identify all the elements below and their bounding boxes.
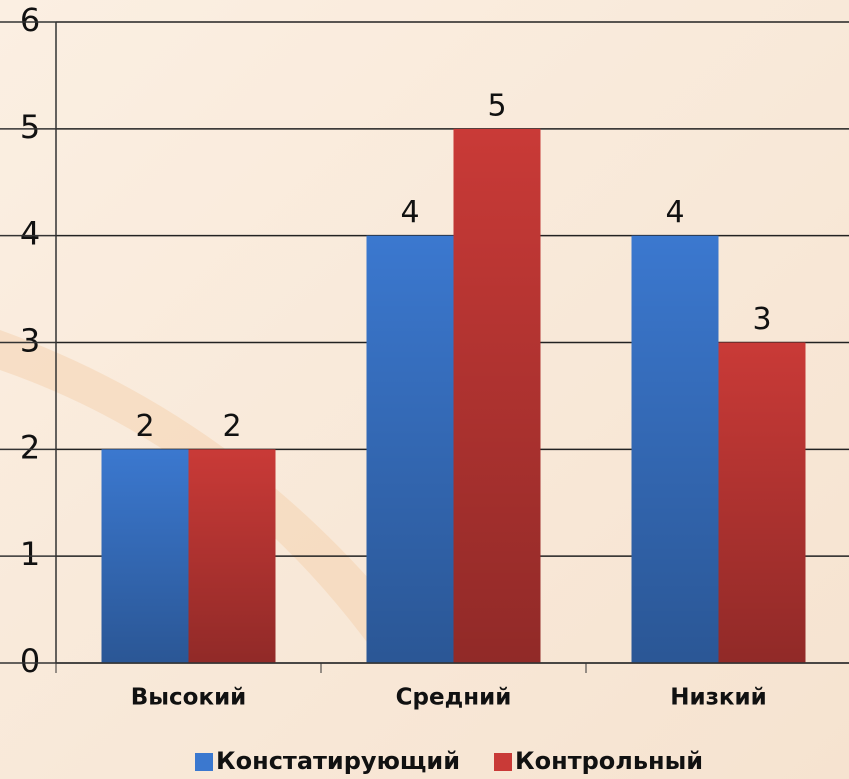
legend-label: Констатирующий: [216, 747, 460, 775]
bar-shade: [718, 342, 806, 663]
bar-shade: [101, 449, 189, 663]
y-tick-label: 0: [20, 642, 40, 680]
y-tick-label: 5: [20, 108, 40, 146]
data-label: 5: [487, 88, 506, 123]
bar-shade: [453, 128, 541, 664]
data-label: 2: [135, 409, 154, 444]
decoration: [0, 330, 420, 660]
x-tick-label: Высокий: [131, 685, 247, 711]
y-tick-label: 3: [20, 322, 40, 360]
data-label: 4: [665, 195, 684, 230]
data-label: 2: [222, 409, 241, 444]
y-tick-label: 1: [20, 535, 40, 573]
x-tick-label: Средний: [396, 685, 512, 711]
y-tick-label: 4: [20, 215, 40, 253]
data-label: 4: [400, 195, 419, 230]
data-label: 3: [752, 302, 771, 337]
bar-shade: [366, 235, 454, 663]
y-tick-label: 6: [20, 1, 40, 39]
bar-shade: [631, 235, 719, 663]
bar-shade: [188, 449, 276, 663]
legend-swatch: [195, 753, 213, 771]
legend-swatch: [494, 753, 512, 771]
x-tick-label: Низкий: [670, 685, 767, 711]
y-tick-label: 2: [20, 428, 40, 466]
legend-label: Контрольный: [515, 747, 703, 775]
